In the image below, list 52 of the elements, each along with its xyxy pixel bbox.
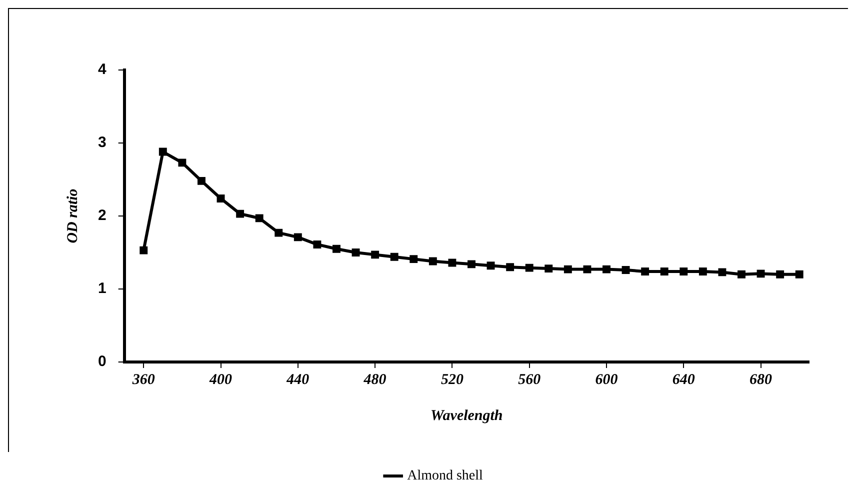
x-tick-label: 680 [750, 372, 773, 388]
point [158, 148, 167, 156]
point [583, 265, 592, 274]
point [371, 250, 380, 259]
point [313, 240, 322, 248]
point [680, 268, 688, 276]
x-tick-label: 360 [131, 372, 156, 388]
point [660, 268, 668, 276]
point [255, 214, 264, 222]
y-axis-title: OD ratio [64, 188, 81, 244]
y-tick-label: 2 [98, 207, 106, 224]
point [718, 268, 726, 276]
y-tick-label: 1 [98, 280, 106, 298]
x-tick-label: 600 [595, 372, 618, 388]
point [216, 194, 225, 202]
point [641, 268, 650, 276]
point [410, 255, 418, 264]
point [622, 266, 630, 274]
point [448, 258, 456, 267]
x-axis-title: Wavelength [430, 408, 503, 424]
point [390, 252, 398, 261]
point [776, 270, 784, 278]
x-tick-label: 400 [208, 372, 233, 388]
point [544, 264, 553, 273]
point [506, 263, 514, 272]
legend-label: Almond shell [407, 468, 484, 484]
x-tick-label: 480 [362, 372, 387, 388]
point [198, 176, 206, 185]
point [332, 244, 340, 253]
point [428, 257, 437, 266]
y-tick-label: 4 [98, 61, 107, 78]
point [564, 265, 572, 274]
point [525, 264, 534, 272]
point [602, 265, 610, 274]
x-tick-label: 560 [518, 372, 542, 388]
point [236, 210, 244, 218]
point [738, 270, 746, 278]
x-tick-label: 520 [440, 372, 464, 388]
point [178, 158, 186, 167]
x-tick-label: 440 [286, 372, 310, 388]
point [140, 246, 148, 254]
point [795, 270, 804, 278]
point [352, 248, 360, 256]
y-tick-label: 3 [98, 134, 106, 152]
point [468, 260, 476, 268]
point [274, 228, 283, 237]
point [486, 262, 495, 270]
point [294, 233, 302, 242]
x-tick-label: 640 [672, 372, 696, 388]
point [698, 268, 707, 276]
y-tick-label: 0 [98, 353, 106, 370]
point [756, 270, 765, 278]
